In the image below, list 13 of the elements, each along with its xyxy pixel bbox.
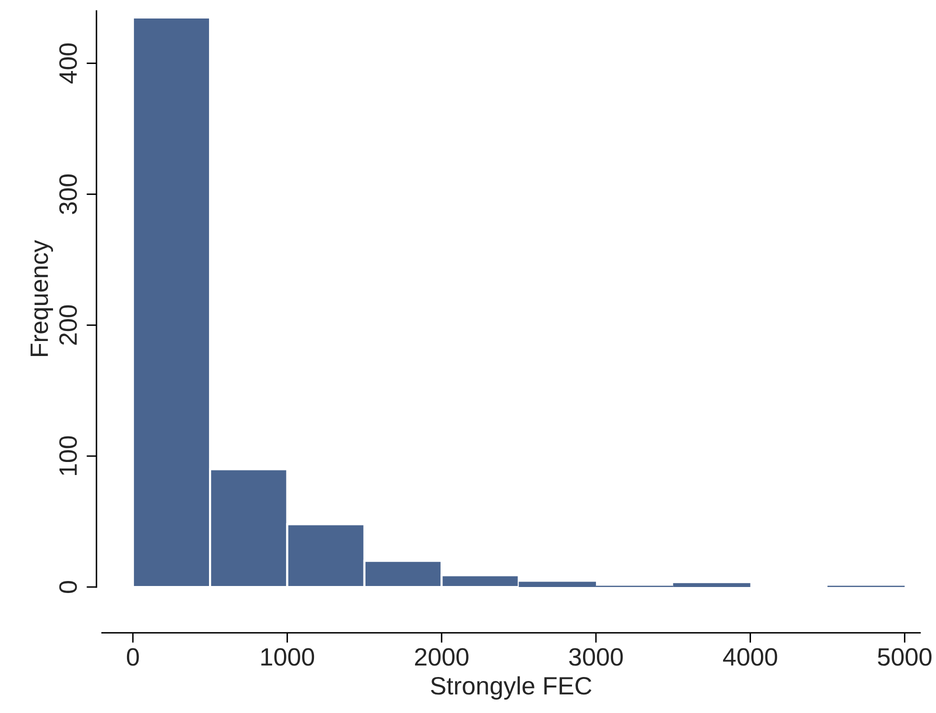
x-tick-label: 5000 [878,648,932,666]
y-tick-label: 300 [59,174,77,214]
y-tick-label: 0 [59,581,77,593]
y-tick-label: 200 [59,305,77,345]
x-tick-label: 3000 [569,648,623,666]
x-axis-title: Strongyle FEC [430,676,592,700]
x-tick-label: 1000 [261,648,314,666]
x-tick-label: 2000 [415,648,468,666]
y-tick-label: 400 [59,43,77,84]
y-axis-title: Frequency [30,240,54,356]
x-tick-label: 4000 [723,648,778,666]
x-tick-label: 0 [126,648,139,666]
y-tick-label: 100 [59,436,77,476]
